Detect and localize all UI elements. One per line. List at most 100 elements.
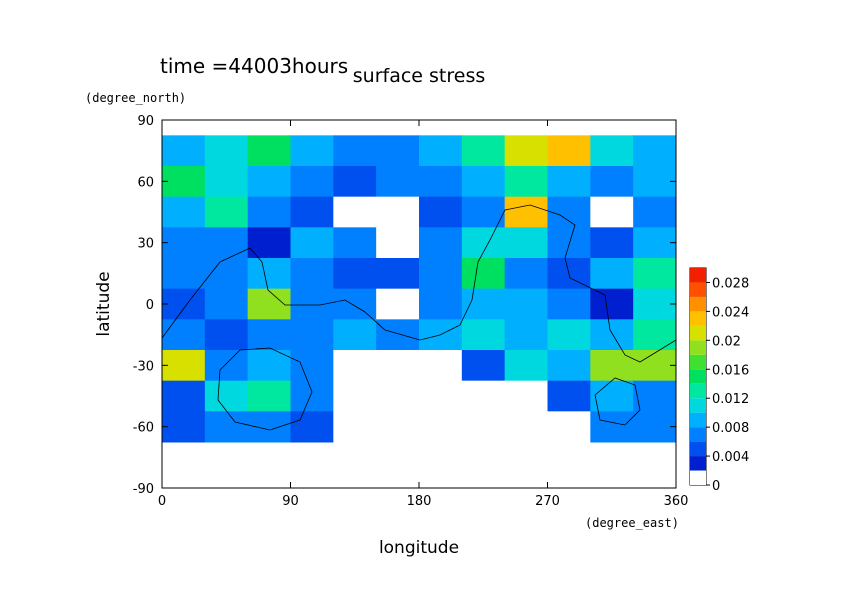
field-cell — [376, 166, 420, 198]
y-tick-label: -90 — [133, 482, 154, 497]
y-unit: (degree_north) — [85, 91, 186, 105]
field-cell — [204, 288, 249, 320]
field-cell — [419, 258, 463, 290]
field-cell — [461, 380, 506, 412]
colorbar-segment — [690, 340, 706, 355]
field-cell — [204, 166, 249, 198]
y-tick-label: -60 — [133, 421, 154, 436]
field-cell — [590, 135, 634, 167]
field-cell — [590, 227, 634, 259]
field-cell — [461, 166, 506, 198]
field-cell — [204, 380, 249, 412]
field-cell — [247, 196, 291, 228]
field-cell — [290, 288, 334, 320]
y-axis-title: latitude — [94, 271, 114, 336]
field-cell — [590, 258, 634, 290]
field-cell — [547, 196, 591, 228]
field-cell — [461, 196, 506, 228]
field-cell — [504, 411, 548, 443]
field-cell — [547, 411, 591, 443]
field-cell — [461, 258, 506, 290]
field-cell — [333, 319, 377, 351]
field-cell — [461, 288, 506, 320]
colorbar-segment — [690, 282, 706, 297]
field-cell — [333, 258, 377, 290]
field-cell — [547, 350, 591, 382]
field-cell — [633, 227, 677, 259]
subtitle: time =44003hours — [160, 54, 348, 78]
field-cell — [504, 380, 548, 412]
field-cell — [590, 288, 634, 320]
field-cell — [376, 411, 420, 443]
y-tick-label: 60 — [137, 175, 154, 190]
field-cell — [162, 196, 206, 228]
colorbar-tick-label: 0.016 — [712, 363, 749, 378]
field-cell — [419, 411, 463, 443]
field-cell — [290, 350, 334, 382]
field-cell — [247, 350, 291, 382]
x-tick-label: 90 — [282, 494, 299, 509]
field-cell — [419, 227, 463, 259]
y-tick-label: -30 — [133, 359, 154, 374]
x-unit: (degree_east) — [585, 516, 679, 530]
field-cell — [290, 227, 334, 259]
field-cell — [162, 258, 206, 290]
field-cell — [633, 166, 677, 198]
colorbar-segment — [690, 369, 706, 384]
field-cell — [333, 196, 377, 228]
colorbar-segment — [690, 354, 706, 370]
field-cell — [376, 196, 420, 228]
colorbar-segment — [690, 325, 706, 341]
field-cell — [547, 288, 591, 320]
colorbar-segment — [690, 456, 706, 471]
colorbar-tick-label: 0.008 — [712, 421, 749, 436]
colorbar-tick-label: 0.004 — [712, 450, 749, 465]
colorbar-segment — [690, 441, 706, 457]
field-cell — [547, 166, 591, 198]
field-cell — [590, 319, 634, 351]
field-cell — [504, 319, 548, 351]
field-cell — [504, 135, 548, 167]
field-cell — [633, 288, 677, 320]
field-cell — [461, 350, 506, 382]
field-cell — [162, 411, 206, 443]
colorbar-segment — [690, 383, 706, 399]
chart-title: surface stress — [353, 65, 486, 87]
x-axis-title: longitude — [379, 538, 459, 558]
field-cell — [247, 411, 291, 443]
field-cell — [247, 380, 291, 412]
colorbar-tick-label: 0 — [712, 479, 720, 494]
field-cell — [204, 227, 249, 259]
field-cell — [419, 166, 463, 198]
field-cell — [590, 166, 634, 198]
field-cell — [162, 135, 206, 167]
field-cell — [547, 319, 591, 351]
field-cell — [290, 380, 334, 412]
field — [162, 135, 677, 443]
field-cell — [376, 319, 420, 351]
field-cell — [290, 319, 334, 351]
colorbar-segment — [690, 296, 706, 312]
field-cell — [633, 258, 677, 290]
field-cell — [333, 411, 377, 443]
x-tick-label: 180 — [407, 494, 432, 509]
field-cell — [504, 350, 548, 382]
field-cell — [162, 166, 206, 198]
field-cell — [333, 288, 377, 320]
field-cell — [504, 227, 548, 259]
field-cell — [204, 350, 249, 382]
field-cell — [290, 196, 334, 228]
field-cell — [333, 135, 377, 167]
field-cell — [461, 135, 506, 167]
colorbar-segment — [690, 311, 706, 326]
colorbar-segment — [690, 398, 706, 413]
field-cell — [376, 227, 420, 259]
colorbar-segment — [690, 470, 706, 485]
field-cell — [162, 350, 206, 382]
x-tick-label: 270 — [535, 494, 560, 509]
field-cell — [247, 258, 291, 290]
field-cell — [419, 135, 463, 167]
field-cell — [376, 380, 420, 412]
field-cell — [504, 288, 548, 320]
